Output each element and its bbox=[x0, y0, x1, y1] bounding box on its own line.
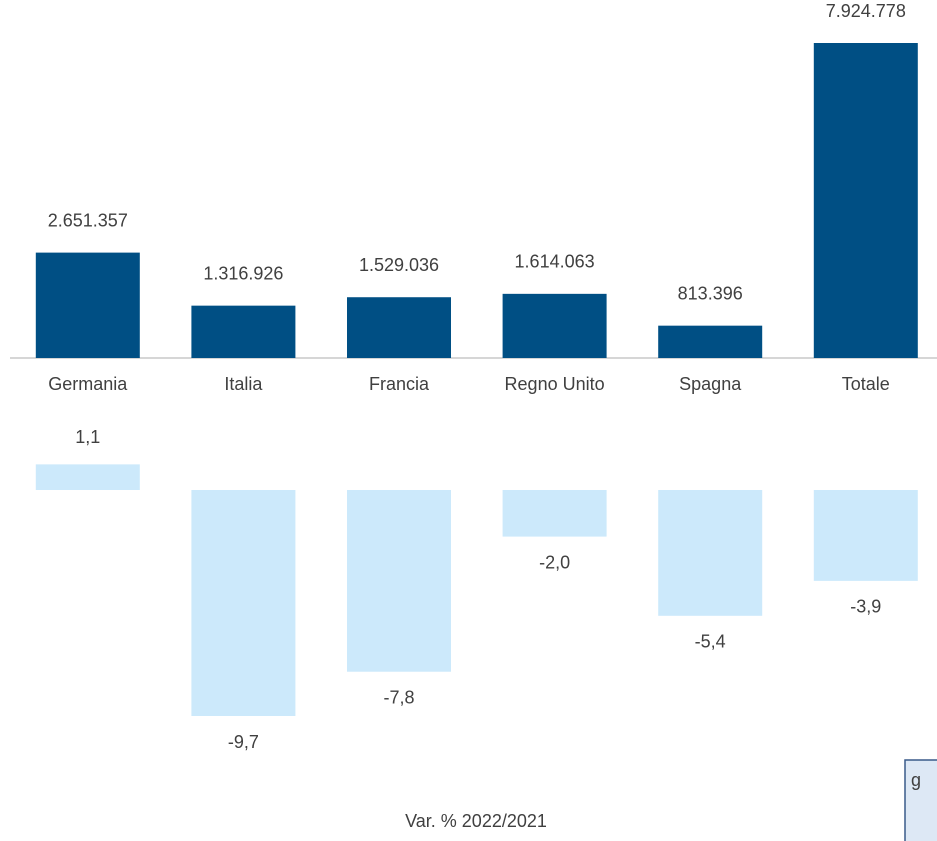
x-tick-label: Spagna bbox=[679, 374, 742, 394]
bar bbox=[347, 297, 451, 358]
value-label: 1,1 bbox=[75, 427, 100, 447]
x-tick-label: Germania bbox=[48, 374, 128, 394]
value-label: 2.651.357 bbox=[48, 210, 128, 230]
value-label: -5,4 bbox=[695, 632, 726, 652]
value-label: 1.316.926 bbox=[203, 263, 283, 283]
bar bbox=[35, 252, 140, 358]
value-label: -9,7 bbox=[228, 732, 259, 752]
chart-title: Var. % 2022/2021 bbox=[405, 811, 547, 831]
bar bbox=[347, 490, 451, 672]
value-label: 1.614.063 bbox=[515, 252, 595, 272]
value-label: 813.396 bbox=[678, 283, 743, 303]
bar bbox=[658, 490, 763, 616]
bar bbox=[191, 305, 296, 358]
x-tick-label: Totale bbox=[842, 374, 890, 394]
bar bbox=[658, 325, 763, 358]
bar bbox=[502, 490, 607, 537]
x-tick-label: Francia bbox=[369, 374, 430, 394]
x-tick-label: Italia bbox=[224, 374, 263, 394]
value-label: 1.529.036 bbox=[359, 255, 439, 275]
bar bbox=[35, 464, 140, 490]
value-label: -7,8 bbox=[383, 687, 414, 707]
value-label: -3,9 bbox=[850, 597, 881, 617]
bar bbox=[813, 490, 918, 581]
value-label: -2,0 bbox=[539, 552, 570, 572]
note-box bbox=[904, 759, 937, 841]
bar bbox=[191, 490, 296, 716]
bar bbox=[502, 293, 607, 358]
value-label: 7.924.778 bbox=[826, 1, 906, 21]
note-text: g bbox=[911, 770, 921, 790]
bar bbox=[813, 43, 918, 358]
x-tick-label: Regno Unito bbox=[505, 374, 605, 394]
